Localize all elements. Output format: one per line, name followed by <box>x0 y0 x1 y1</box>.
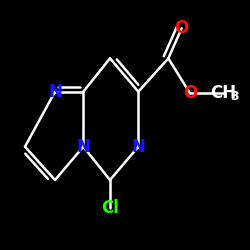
Text: CH: CH <box>210 84 236 102</box>
Text: Cl: Cl <box>101 199 119 217</box>
Text: 3: 3 <box>230 90 239 103</box>
Text: N: N <box>48 83 62 101</box>
Text: N: N <box>132 138 145 156</box>
Text: O: O <box>174 19 189 37</box>
Text: O: O <box>183 84 197 102</box>
Text: N: N <box>76 138 90 156</box>
